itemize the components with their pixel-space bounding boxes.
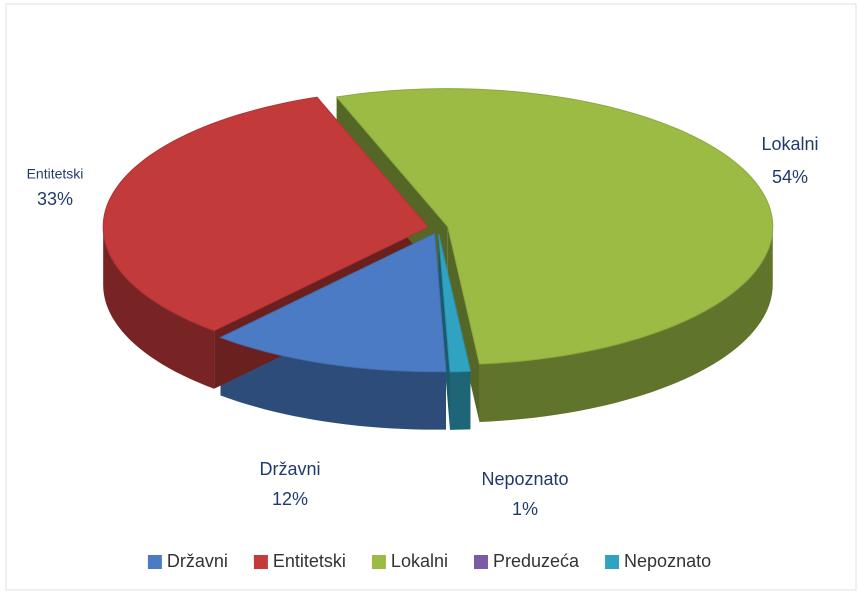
slice-cut-wall [438, 233, 451, 430]
legend-label: Lokalni [391, 551, 448, 571]
legend-swatch [605, 555, 620, 569]
slice-side [103, 226, 215, 389]
legend-swatch [473, 555, 488, 569]
slice [438, 233, 472, 373]
legend-swatch [253, 555, 268, 569]
slice [219, 232, 447, 373]
legend-swatch [147, 555, 162, 569]
data-label-value: 1% [512, 499, 538, 519]
slice-tops [102, 88, 774, 373]
legend-label: Preduzeća [493, 551, 580, 571]
slice [335, 88, 774, 365]
data-label-value: 33% [37, 189, 73, 209]
legend-label: Entitetski [273, 551, 346, 571]
slice-cut-wall [447, 226, 480, 423]
slice-side [220, 337, 446, 430]
slice [102, 96, 429, 332]
legend-swatch [371, 555, 386, 569]
data-label-name: Lokalni [761, 134, 818, 154]
slice-side [450, 371, 471, 430]
slice-side [479, 226, 773, 423]
legend: Državni Entitetski Lokalni Preduzeća Nepozna… [147, 551, 711, 571]
legend-label: Državni [167, 551, 228, 571]
data-label-name: Entitetski [27, 166, 84, 182]
data-label-value: 12% [272, 489, 308, 509]
legend-label: Nepoznato [624, 551, 711, 571]
data-label-value: 54% [772, 167, 808, 187]
data-label-name: Državni [259, 459, 320, 479]
data-label-name: Nepoznato [481, 469, 568, 489]
